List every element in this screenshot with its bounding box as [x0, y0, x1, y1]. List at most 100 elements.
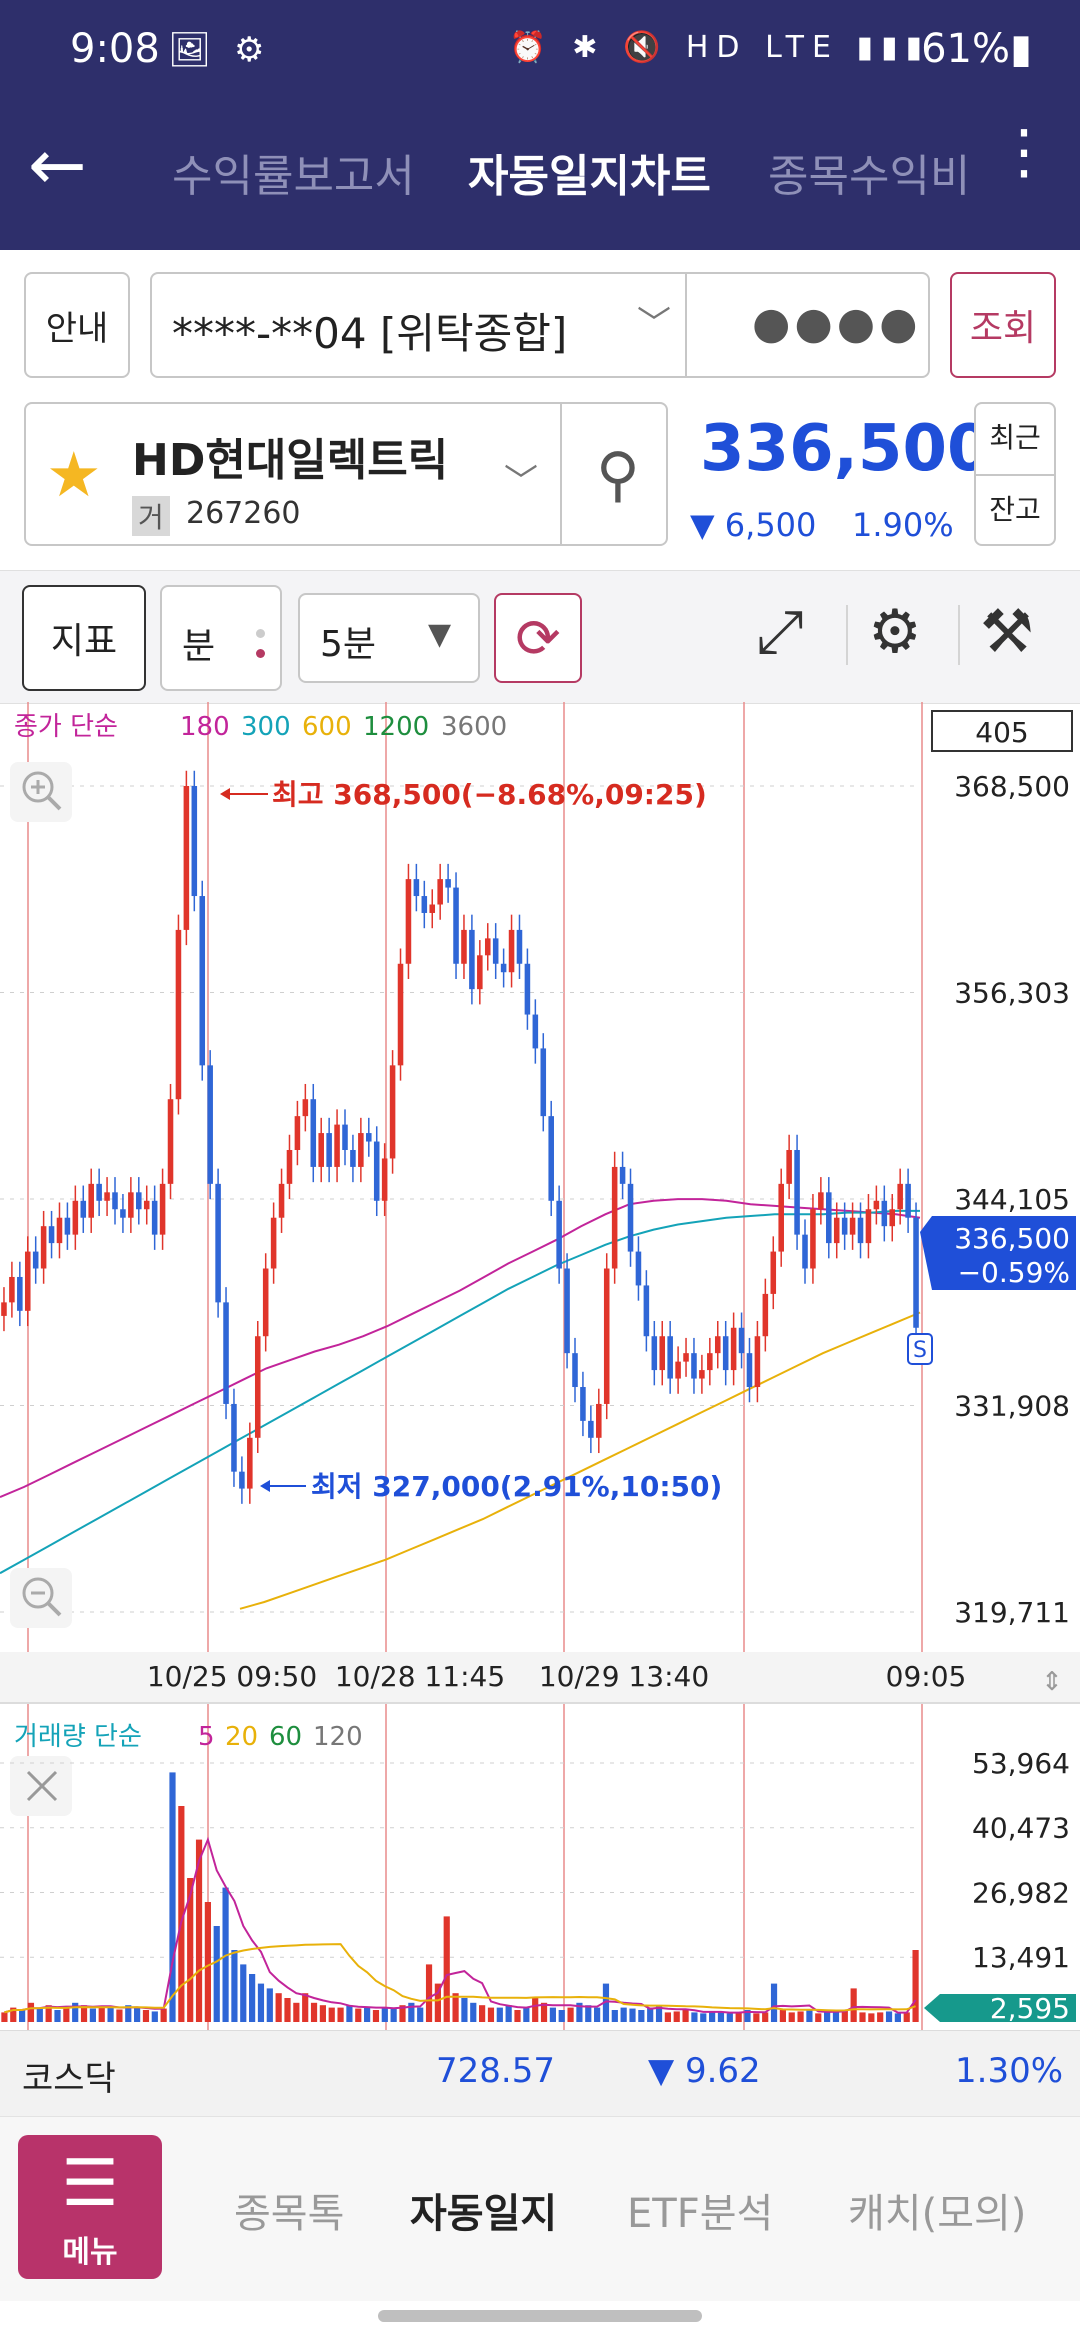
stock-selector[interactable]: ★ HD현대일렉트릭 거 267260 ﹀ ⚲ — [24, 402, 668, 546]
candle-body — [675, 1361, 681, 1379]
ma-legend-label: 종가 단순 — [14, 712, 118, 742]
volume-bar — [310, 2002, 318, 2022]
price-chart[interactable]: 종가 단순 180 300 600 1200 3600 405 최고 368,500(−8… — [0, 702, 1080, 2030]
volume-bar — [452, 1993, 459, 2022]
candle-body — [143, 1200, 150, 1210]
candle-body — [500, 963, 507, 973]
tab-return-report[interactable]: 수익률보고서 — [172, 151, 415, 202]
candle-body — [151, 1200, 158, 1235]
volume-bar — [19, 2010, 26, 2022]
candle-body — [762, 1293, 769, 1337]
candle-body — [881, 1200, 888, 1227]
volume-bar — [204, 1902, 211, 2022]
password-field[interactable]: ●●●● — [752, 298, 922, 349]
refresh-icon: ⟳ — [515, 606, 561, 670]
search-icon[interactable]: ⚲ — [596, 440, 640, 510]
zoom-out-icon[interactable] — [10, 1568, 72, 1628]
x-tick-label: 10/25 09:50 — [147, 1660, 317, 1693]
volume-bar — [850, 1988, 857, 2022]
volume-bar — [629, 2008, 636, 2022]
volume-bar — [443, 1916, 450, 2022]
candle-body — [207, 1065, 213, 1184]
info-button[interactable]: 안내 — [24, 272, 130, 378]
volume-legend-20: 20 — [225, 1722, 258, 1752]
current-volume-label: 2,595 — [990, 1992, 1070, 2025]
candle-body — [167, 1099, 174, 1184]
more-options-icon[interactable]: ⋮ — [994, 117, 1054, 187]
volume-bar — [859, 2012, 866, 2022]
volume-bar — [116, 2009, 123, 2022]
volume-bar — [381, 2007, 388, 2022]
menu-button[interactable]: ☰ 메뉴 — [18, 2135, 162, 2279]
candle-body — [294, 1116, 301, 1150]
nav-etf-analysis[interactable]: ETF분석 — [627, 2191, 774, 2237]
candle-body — [826, 1192, 832, 1244]
candle-body — [477, 955, 483, 990]
low-annotation-arrow — [260, 1480, 270, 1492]
volume-bar — [620, 2007, 627, 2022]
volume-bar — [576, 2002, 583, 2022]
candle-body — [247, 1437, 253, 1489]
favorite-star-icon[interactable]: ★ — [46, 438, 102, 511]
volume-bar — [275, 1993, 282, 2022]
candle-body — [619, 1166, 626, 1184]
expand-icon[interactable]: ⤢ — [756, 597, 804, 667]
candle-body — [421, 896, 428, 913]
volume-bar — [779, 2010, 786, 2022]
volume-bar — [293, 2002, 300, 2022]
zoom-in-icon[interactable] — [10, 762, 72, 822]
indicator-button[interactable]: 지표 — [22, 585, 146, 691]
scroll-arrows-icon[interactable]: ⇕ — [1041, 1667, 1063, 1697]
volume-bar — [717, 2011, 725, 2022]
back-arrow-icon[interactable]: ← — [28, 124, 87, 206]
candle-body — [429, 904, 436, 913]
nav-stock-talk[interactable]: 종목톡 — [234, 2191, 345, 2237]
volume-bar — [655, 2005, 663, 2022]
candle-body — [778, 1183, 784, 1252]
minute-button[interactable]: 분 — [160, 585, 282, 691]
candle-body — [508, 929, 515, 973]
settings-gear-icon[interactable]: ⚙ — [868, 597, 922, 667]
volume-bar — [337, 2007, 344, 2022]
period-dropdown[interactable]: 5분 ▼ — [298, 593, 480, 683]
volume-bar — [832, 2011, 840, 2022]
query-button[interactable]: 조회 — [950, 272, 1056, 378]
volume-bar — [266, 1988, 273, 2022]
volume-bar — [178, 1806, 185, 2022]
candle-body — [588, 1420, 594, 1438]
recent-balance-toggle[interactable]: 최근 잔고 — [974, 402, 1056, 546]
nav-auto-journal[interactable]: 자동일지 — [410, 2191, 558, 2237]
volume-bar — [10, 2007, 17, 2022]
volume-bar — [328, 2007, 335, 2022]
candle-body — [461, 929, 467, 964]
candle-body — [714, 1336, 721, 1354]
volume-bar — [319, 2005, 326, 2022]
account-selector[interactable]: ****-**04 [위탁종합] ﹀ ●●●● — [150, 272, 930, 378]
candle-body — [342, 1124, 348, 1150]
nav-catch-mock[interactable]: 캐치(모의) — [848, 2191, 1027, 2237]
balance-button[interactable]: 잔고 — [989, 493, 1041, 526]
status-bar: 9:08 🖼 ⚙ ⏰ ✱ 🔇 HD LTE ▮▮▮ 61%▮ — [0, 0, 1080, 100]
market-index-strip[interactable]: 코스닥 728.57 ▼ 9.62 1.30% — [0, 2030, 1080, 2117]
tab-auto-journal-chart[interactable]: 자동일지차트 — [468, 151, 711, 202]
candle-body — [334, 1124, 340, 1167]
candle-body — [841, 1217, 848, 1235]
divider — [560, 404, 562, 546]
stock-code: 267260 — [186, 496, 301, 531]
tab-stock-return[interactable]: 종목수익비 — [768, 151, 971, 202]
volume-bar — [744, 2010, 751, 2022]
candle-body — [136, 1192, 142, 1210]
tools-icon[interactable]: ⚒ — [980, 597, 1034, 667]
close-volume-icon[interactable] — [10, 1756, 72, 1816]
ma-legend-600: 600 — [302, 712, 352, 742]
recent-button[interactable]: 최근 — [989, 421, 1041, 454]
volume-bar — [558, 2010, 565, 2022]
dot-icon — [256, 649, 265, 658]
candle-body — [865, 1209, 872, 1244]
volume-bar — [709, 2012, 716, 2022]
volume-bar — [89, 2008, 96, 2022]
system-icons: ⏰ ✱ 🔇 HD LTE ▮▮▮ — [509, 30, 930, 65]
refresh-button[interactable]: ⟳ — [494, 593, 582, 683]
candle-body — [596, 1403, 602, 1438]
market-name: 코스닥 — [22, 2059, 116, 2099]
